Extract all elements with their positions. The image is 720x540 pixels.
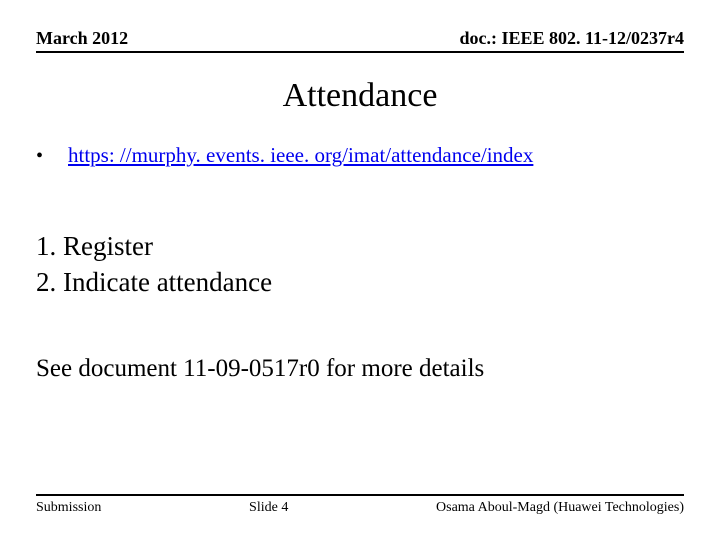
step-2: 2. Indicate attendance: [36, 264, 684, 300]
slide: March 2012 doc.: IEEE 802. 11-12/0237r4 …: [0, 0, 720, 540]
bullet-mark: •: [36, 145, 68, 168]
footer-author: Osama Aboul-Magd (Huawei Technologies): [436, 500, 684, 516]
slide-title: Attendance: [36, 77, 684, 115]
header-date: March 2012: [36, 28, 128, 49]
footer-left: Submission: [36, 500, 101, 516]
step-1: 1. Register: [36, 228, 684, 264]
footer: Submission Slide 4 Osama Aboul-Magd (Hua…: [36, 494, 684, 516]
attendance-link[interactable]: https: //murphy. events. ieee. org/imat/…: [68, 143, 533, 168]
header-doc: doc.: IEEE 802. 11-12/0237r4: [459, 28, 684, 49]
header: March 2012 doc.: IEEE 802. 11-12/0237r4: [36, 28, 684, 53]
bullet-row: • https: //murphy. events. ieee. org/ima…: [36, 143, 684, 168]
steps: 1. Register 2. Indicate attendance: [36, 228, 684, 301]
note: See document 11-09-0517r0 for more detai…: [36, 355, 684, 383]
footer-slide-number: Slide 4: [249, 500, 288, 516]
